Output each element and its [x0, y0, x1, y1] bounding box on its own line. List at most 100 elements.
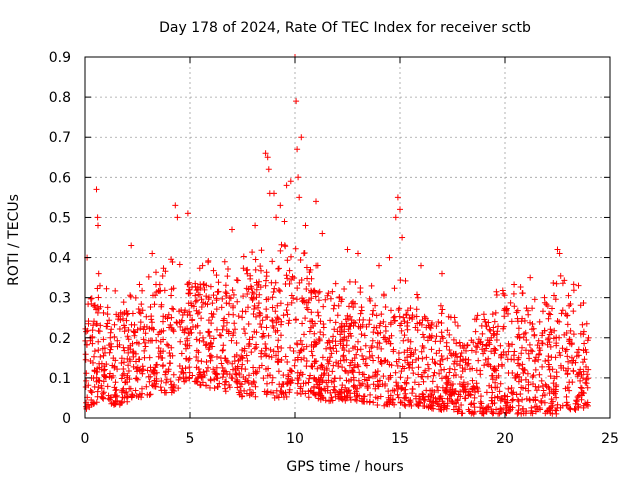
roti-point [497, 405, 504, 412]
roti-point [548, 354, 555, 361]
roti-point [210, 366, 217, 373]
y-tick-label: 0.2 [49, 331, 71, 347]
roti-point [444, 355, 451, 362]
roti-point [424, 373, 431, 380]
roti-point [158, 378, 165, 384]
roti-point [263, 306, 270, 313]
roti-point [401, 332, 408, 339]
roti-point [320, 321, 327, 327]
roti-point [248, 381, 255, 388]
roti-point [570, 308, 577, 315]
roti-point [529, 305, 536, 312]
roti-point [527, 319, 533, 326]
roti-point [121, 347, 128, 354]
roti-point [578, 389, 585, 396]
roti-point [559, 345, 566, 352]
roti-point [508, 389, 515, 396]
roti-point [100, 309, 107, 316]
roti-point [226, 382, 232, 388]
roti-point [178, 319, 185, 326]
roti-point [585, 402, 591, 409]
roti-point [493, 406, 500, 413]
roti-point [456, 406, 463, 413]
roti-point [115, 313, 122, 320]
roti-point [579, 321, 586, 328]
roti-point [570, 368, 577, 375]
roti-point [193, 364, 200, 371]
roti-point [553, 369, 560, 376]
roti-point [453, 372, 459, 378]
roti-point [345, 333, 352, 340]
roti-point [266, 353, 273, 360]
roti-point [419, 355, 426, 362]
roti-point [525, 350, 532, 357]
roti-point [229, 287, 236, 294]
roti-point [216, 380, 223, 387]
x-tick-label: 5 [186, 431, 195, 447]
roti-point [153, 281, 159, 288]
roti-point [421, 334, 427, 341]
roti-point [153, 337, 160, 344]
roti-point [186, 369, 193, 376]
x-tick-label: 10 [286, 431, 304, 447]
roti-point [184, 335, 191, 342]
roti-point [556, 334, 563, 341]
roti-point [457, 388, 464, 395]
roti-point [566, 302, 573, 309]
roti-point [466, 391, 473, 398]
roti-point [380, 373, 387, 380]
roti-point [580, 331, 587, 338]
roti-point [332, 319, 339, 326]
roti-point [167, 353, 174, 359]
roti-point [397, 374, 404, 381]
roti-point [133, 358, 139, 365]
roti-point [575, 370, 582, 377]
roti-point [207, 283, 214, 290]
roti-point [159, 273, 166, 279]
roti-point [281, 394, 287, 401]
roti-point [311, 375, 318, 382]
roti-point [137, 310, 144, 317]
roti-point [275, 337, 282, 344]
roti-point [351, 390, 358, 397]
roti-point [258, 353, 265, 360]
roti-point [532, 366, 539, 373]
roti-point [402, 357, 408, 364]
roti-point [583, 320, 590, 327]
roti-point [155, 345, 162, 351]
roti-point [165, 311, 172, 318]
roti-point [355, 377, 362, 384]
roti-point [221, 258, 228, 265]
roti-point [165, 342, 172, 349]
roti-point [298, 277, 305, 283]
roti-point [89, 327, 96, 334]
roti-point [230, 311, 237, 318]
roti-point [463, 347, 469, 354]
roti-point [209, 300, 216, 307]
roti-point [112, 287, 119, 294]
roti-point [432, 360, 439, 367]
roti-point [323, 365, 330, 372]
roti-outlier-point [319, 230, 326, 237]
roti-outlier-point [271, 190, 277, 197]
roti-point [474, 312, 481, 319]
roti-point [548, 400, 555, 407]
roti-point [375, 383, 382, 390]
roti-point [256, 312, 263, 319]
roti-point [570, 281, 577, 288]
roti-point [225, 266, 231, 272]
roti-point [532, 397, 539, 404]
roti-point [283, 307, 290, 314]
roti-point [352, 279, 359, 285]
roti-point [216, 332, 223, 338]
roti-point [336, 294, 343, 300]
roti-point [319, 378, 326, 385]
y-tick-label: 0 [62, 411, 71, 427]
roti-point [286, 317, 293, 324]
roti-point [502, 396, 509, 403]
roti-point [484, 337, 491, 344]
roti-point [372, 302, 379, 309]
roti-point [319, 354, 326, 361]
roti-point [483, 342, 490, 349]
roti-point [538, 398, 545, 405]
